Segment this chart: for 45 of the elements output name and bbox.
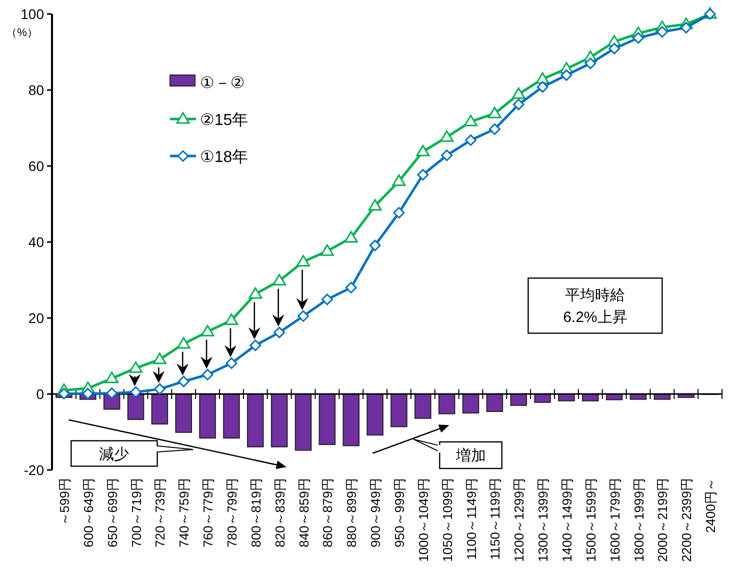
y-axis-title: （%）	[6, 27, 38, 39]
x-tick-label: 860～879円	[320, 478, 336, 548]
x-tick-label: 780～799円	[224, 478, 240, 548]
legend-label: ①－②	[200, 75, 245, 92]
x-tick-label: 2200～2399円	[679, 478, 694, 562]
y-tick-label: 80	[28, 82, 44, 98]
x-tick-label: 950～999円	[392, 478, 407, 548]
x-tick-label: 2000～2199円	[655, 478, 670, 562]
x-tick-label: 820～839円	[272, 478, 288, 548]
x-tick-label: 840～859円	[296, 478, 312, 548]
x-tick-label: 1200～1299円	[512, 478, 527, 562]
annotation: 増加	[454, 448, 486, 465]
x-tick-label: 1800～1999円	[631, 478, 646, 562]
x-tick-label: 600～649円	[80, 478, 96, 548]
x-tick-label: 1100～1149円	[464, 478, 479, 560]
x-tick-label: 1500～1599円	[583, 478, 598, 562]
x-tick-label: 1050～1099円	[440, 478, 455, 562]
legend-label: ①18年	[200, 149, 248, 166]
x-tick-label: 1300～1399円	[536, 478, 551, 562]
x-tick-label: 740～759円	[176, 478, 192, 548]
x-tick-label: 800～819円	[248, 478, 264, 548]
annotation: 減少	[70, 440, 160, 467]
x-tick-label: 1000～1049円	[416, 478, 431, 562]
annotation: 増加	[438, 441, 502, 470]
x-tick-label: 900～949円	[368, 478, 384, 548]
y-tick-label: 0	[36, 386, 44, 402]
x-tick-label: 650～699円	[104, 478, 120, 548]
annotation: 平均時給 6.2%上昇	[528, 278, 663, 334]
x-tick-label: 700～719円	[128, 478, 144, 548]
x-tick-label: 2400円～	[703, 478, 718, 533]
y-tick-label: 60	[28, 158, 44, 174]
x-tick-label: 760～779円	[200, 478, 216, 548]
x-tick-label: 1600～1799円	[607, 478, 622, 562]
y-tick-label: 40	[28, 234, 44, 250]
y-tick-label: -20	[24, 462, 44, 478]
x-tick-label: 880～899円	[344, 478, 360, 548]
y-tick-label: 20	[28, 310, 44, 326]
x-tick-label: ～599円	[56, 478, 72, 526]
y-tick-label: 100	[20, 6, 44, 22]
annotation: 平均時給 6.2%上昇	[563, 287, 628, 326]
legend-label: ②15年	[200, 112, 248, 129]
x-tick-label: 720～739円	[152, 478, 168, 548]
x-tick-label: 1150～1199円	[488, 478, 503, 560]
annotation: 減少	[99, 446, 130, 463]
x-tick-label: 1400～1499円	[559, 478, 574, 562]
